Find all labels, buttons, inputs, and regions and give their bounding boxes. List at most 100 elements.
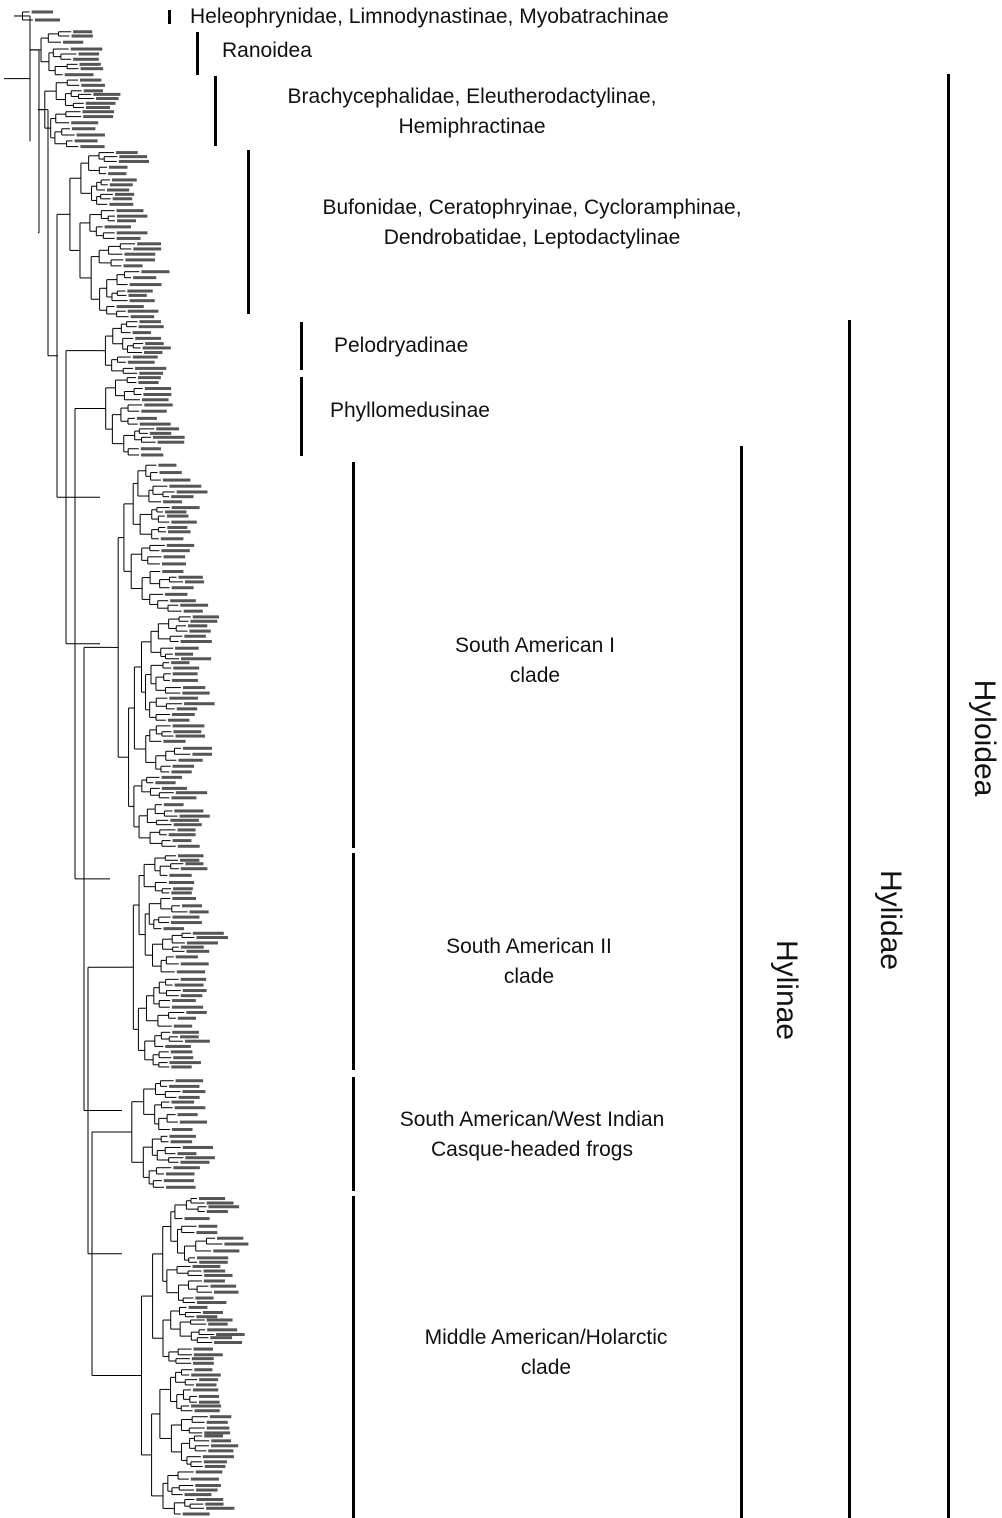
tip-label <box>204 1434 224 1438</box>
tip-label <box>158 463 177 467</box>
phylogenetic-tree <box>4 10 249 1516</box>
tip-label <box>173 1024 193 1028</box>
tip-label <box>80 145 105 149</box>
tip-label <box>79 78 102 82</box>
tip-label <box>74 139 98 143</box>
tip-label <box>175 734 205 738</box>
tip-label <box>116 209 144 213</box>
tip-label <box>182 1090 206 1094</box>
tip-label <box>73 57 99 61</box>
tip-label <box>217 1236 244 1240</box>
tip-label <box>193 1353 223 1357</box>
tip-label <box>206 1506 235 1510</box>
bar-ranoidea <box>196 32 199 75</box>
tip-label <box>141 270 170 274</box>
tip-label <box>198 1400 220 1404</box>
tip-label <box>144 403 173 407</box>
tip-label <box>161 562 186 566</box>
tip-label <box>107 188 130 192</box>
tip-label <box>202 1310 223 1314</box>
tip-label <box>171 495 194 499</box>
tip-label <box>135 336 162 340</box>
tip-label <box>182 691 210 695</box>
tip-label <box>194 1409 220 1413</box>
tip-label <box>202 1455 234 1459</box>
bar-pelodryadinae <box>300 322 303 370</box>
tip-label <box>172 764 195 768</box>
tip-label <box>161 775 182 779</box>
tip-label <box>108 172 127 176</box>
tip-label <box>189 629 211 633</box>
tip-label <box>171 921 202 925</box>
tip-label <box>139 320 161 324</box>
tip-label <box>210 1284 237 1288</box>
tip-label <box>178 1095 200 1099</box>
tip-label <box>172 839 192 843</box>
tip-label <box>119 155 148 159</box>
tip-label <box>139 371 164 375</box>
tip-label <box>180 977 207 981</box>
tip-label <box>143 393 172 397</box>
tip-label <box>64 73 94 77</box>
tip-label <box>177 828 196 832</box>
tip-label <box>133 247 162 251</box>
tip-label <box>171 520 197 524</box>
tip-label <box>80 67 104 71</box>
tip-label <box>171 796 197 800</box>
tip-label <box>180 1160 210 1164</box>
tip-label <box>166 514 189 518</box>
tip-label <box>178 575 203 579</box>
tip-label <box>185 1156 215 1160</box>
tip-label <box>207 1328 238 1332</box>
tip-label <box>175 1079 204 1083</box>
tip-label <box>108 165 128 169</box>
tip-label <box>149 431 172 435</box>
tip-label <box>136 416 157 420</box>
tip-label <box>165 1172 195 1176</box>
tip-label <box>161 786 187 790</box>
tip-label <box>210 1444 239 1448</box>
tip-label <box>163 739 186 743</box>
tip-label <box>115 151 138 155</box>
tip-label <box>191 1373 221 1377</box>
tip-label <box>145 342 164 346</box>
tip-label <box>109 202 134 206</box>
tip-label <box>130 315 155 319</box>
tip-label <box>157 440 185 444</box>
label-heleophrynidae: Heleophrynidae, Limnodynastinae, Myobatr… <box>190 5 669 28</box>
tip-label <box>168 880 195 884</box>
tip-label <box>163 803 184 807</box>
tip-label <box>196 1488 218 1492</box>
tip-label <box>127 360 155 364</box>
tip-label <box>174 983 204 987</box>
tip-label <box>135 366 167 370</box>
tip-label <box>159 471 182 475</box>
tip-label <box>125 258 156 262</box>
tip-label <box>116 305 144 309</box>
tip-label <box>172 724 205 728</box>
tip-label <box>208 1205 240 1209</box>
tip-label <box>167 530 191 534</box>
tip-label <box>199 1378 219 1382</box>
tip-label <box>104 225 132 229</box>
tip-label <box>160 537 184 541</box>
tip-label <box>195 1484 221 1488</box>
tip-label <box>129 283 162 287</box>
tip-label <box>191 1357 214 1361</box>
tip-label <box>195 1383 217 1387</box>
tip-label <box>34 18 61 22</box>
tip-label <box>180 603 209 607</box>
tip-label <box>180 945 204 949</box>
tip-label <box>173 666 200 670</box>
tip-label <box>71 127 96 131</box>
tip-label <box>176 970 206 974</box>
label-hylinae: Hylinae <box>770 939 803 1041</box>
tip-label <box>211 1439 232 1443</box>
tip-label <box>188 624 208 628</box>
tip-label <box>195 1470 223 1474</box>
tip-label <box>173 1056 194 1060</box>
tip-label <box>183 609 203 613</box>
tip-label <box>181 657 212 661</box>
tip-label <box>118 159 150 163</box>
tip-label <box>83 89 103 93</box>
